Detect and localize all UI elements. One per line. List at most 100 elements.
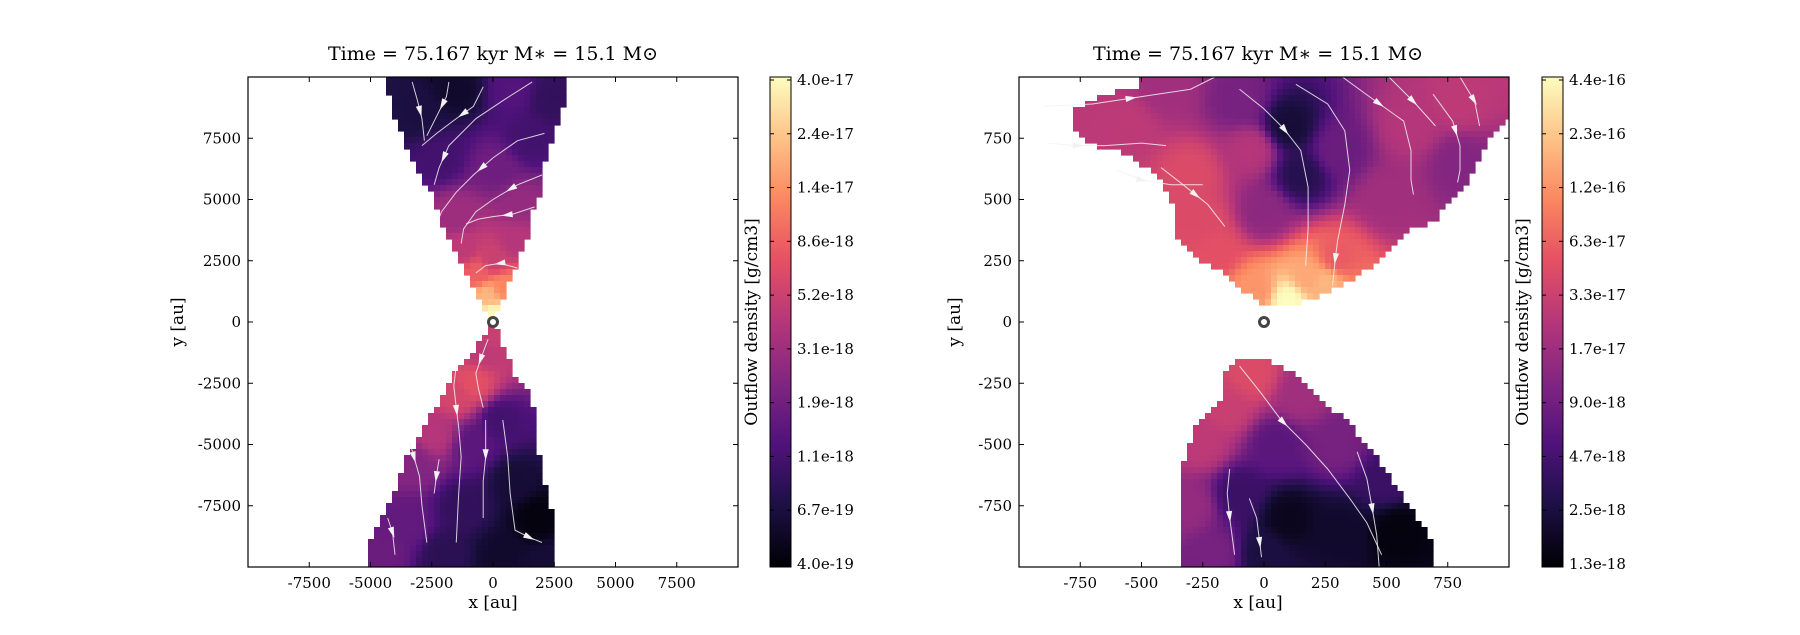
- streamline: [1116, 169, 1203, 186]
- streamline-arrow: [433, 470, 441, 483]
- streamline-arrow: [1332, 252, 1340, 265]
- outflow-region: [386, 77, 567, 318]
- streamline-arrow: [522, 532, 535, 540]
- streamline: [421, 86, 484, 146]
- colorbar-tick-label: 1.2e-16: [1569, 179, 1626, 197]
- colorbar-tick-label: 2.3e-16: [1569, 125, 1626, 143]
- colorbar-label: Outflow density [g/cm3]: [742, 218, 762, 425]
- colorbar-tick-label: 4.0e-19: [797, 555, 854, 573]
- colorbar: 4.4e-16 2.3e-16 1.2e-16 6.3e-17 3.3e-17 1.7e-…: [1541, 71, 1626, 573]
- x-tick-label: -750: [1063, 574, 1097, 592]
- streamline-arrow: [415, 105, 422, 117]
- colorbar-tick-label: 2.4e-17: [797, 125, 854, 143]
- star-marker: [1258, 316, 1270, 328]
- streamline-arrow: [501, 211, 513, 218]
- colorbar-tick-label: 8.6e-18: [797, 232, 854, 250]
- streamline: [1239, 365, 1383, 555]
- x-tick-label: -250: [1186, 574, 1220, 592]
- x-tick-label: -500: [1125, 574, 1159, 592]
- x-tick-label: 5000: [596, 574, 634, 592]
- streamline: [1342, 77, 1414, 195]
- outflow-region: [368, 323, 555, 567]
- streamline-arrow: [458, 108, 470, 118]
- streamline: [460, 174, 543, 244]
- x-tick-label: 0: [1259, 574, 1269, 592]
- streamline-arrow: [482, 449, 489, 461]
- streamline: [1239, 88, 1309, 266]
- y-tick-label: -7500: [198, 497, 241, 515]
- x-tick-label: -2500: [410, 574, 453, 592]
- colorbar-tick-label: 1.4e-17: [797, 179, 854, 197]
- colorbar-tick-label: 6.3e-17: [1569, 232, 1626, 250]
- colorbar-tick-label: 6.7e-19: [797, 501, 854, 519]
- colorbar-gradient: [769, 76, 792, 568]
- colorbar-tick-label: 1.7e-17: [1569, 340, 1626, 358]
- streamline-arrow: [452, 404, 459, 417]
- colorbar-tick-label: 3.1e-18: [797, 340, 854, 358]
- plot-area: -750 -500 -250 0 250 500 750 -750 -500 -250 0 250 50…: [978, 76, 1510, 592]
- colorbar-tick-label: 1.3e-18: [1569, 555, 1626, 573]
- streamline: [433, 81, 533, 185]
- streamline-arrow: [1368, 502, 1375, 515]
- y-tick-label: 250: [983, 252, 1012, 270]
- streamline-arrow: [506, 183, 518, 192]
- streamline-arrow: [387, 526, 395, 538]
- streamline-arrow: [1451, 124, 1458, 137]
- streamline-arrow: [1135, 176, 1148, 183]
- streamline-arrow: [1407, 95, 1418, 106]
- chart-title: Time = 75.167 kyr M∗ = 15.1 M⊙: [1093, 43, 1423, 65]
- colorbar-tick-label: 3.3e-17: [1569, 286, 1626, 304]
- y-tick-label: 7500: [203, 129, 241, 147]
- streamline-arrow: [1189, 188, 1201, 199]
- y-tick-label: 2500: [203, 252, 241, 270]
- outflow-region: [1181, 359, 1434, 567]
- streamline-arrow: [1125, 95, 1137, 103]
- streamline-arrow: [478, 353, 486, 365]
- x-axis-label: x [au]: [468, 593, 517, 613]
- colorbar-tick-label: 9.0e-18: [1569, 394, 1626, 412]
- streamline-arrow: [1277, 416, 1288, 427]
- y-tick-label: -750: [978, 497, 1012, 515]
- streamline: [475, 262, 518, 274]
- y-tick-label: -500: [978, 436, 1012, 454]
- streamline-arrow: [494, 259, 506, 266]
- streamline: [453, 366, 462, 543]
- chart-title: Time = 75.167 kyr M∗ = 15.1 M⊙: [328, 43, 658, 65]
- x-tick-label: 500: [1372, 574, 1401, 592]
- streamline-arrow: [409, 451, 416, 463]
- colorbar-tick-label: 4.7e-18: [1569, 447, 1626, 465]
- x-tick-label: 0: [488, 574, 498, 592]
- streamline-arrow: [439, 98, 448, 110]
- colorbar-tick-label: 2.5e-18: [1569, 501, 1626, 519]
- colorbar-tick-label: 1.1e-18: [797, 447, 854, 465]
- star-marker: [487, 316, 499, 328]
- streamline-arrow: [1255, 536, 1263, 549]
- y-tick-label: 750: [983, 129, 1012, 147]
- colorbar-tick-label: 5.2e-18: [797, 286, 854, 304]
- x-tick-label: 2500: [535, 574, 573, 592]
- colorbar-gradient: [1541, 76, 1564, 568]
- x-tick-label: 7500: [658, 574, 696, 592]
- colorbar: 4.0e-17 2.4e-17 1.4e-17 8.6e-18 5.2e-18 3.1e-…: [769, 71, 854, 573]
- y-tick-label: -2500: [198, 374, 241, 392]
- colorbar-label: Outflow density [g/cm3]: [1513, 218, 1533, 425]
- y-tick-label: -5000: [198, 436, 241, 454]
- chart-panel-left: Time = 75.167 kyr M∗ = 15.1 M⊙ -7500 -500…: [168, 43, 854, 613]
- streamline-arrow: [1468, 93, 1477, 106]
- y-tick-label: 0: [231, 313, 241, 331]
- streamline: [465, 206, 535, 225]
- streamline: [1432, 93, 1461, 183]
- streamline: [475, 338, 489, 408]
- streamline-arrow: [1225, 510, 1233, 523]
- colorbar-tick-label: 4.0e-17: [797, 71, 854, 89]
- colorbar-tick-label: 4.4e-16: [1569, 71, 1626, 89]
- chart-panel-right: Time = 75.167 kyr M∗ = 15.1 M⊙ -750 -500 -…: [945, 43, 1626, 613]
- colorbar-tick-label: 1.9e-18: [797, 394, 854, 412]
- plot-area: -7500 -5000 -2500 0 2500 5000 7500 -7500 -5000 -2…: [198, 76, 739, 592]
- y-tick-label: 0: [1002, 313, 1012, 331]
- streamline-arrow: [1279, 123, 1289, 135]
- x-tick-label: -5000: [349, 574, 392, 592]
- x-axis-label: x [au]: [1233, 593, 1282, 613]
